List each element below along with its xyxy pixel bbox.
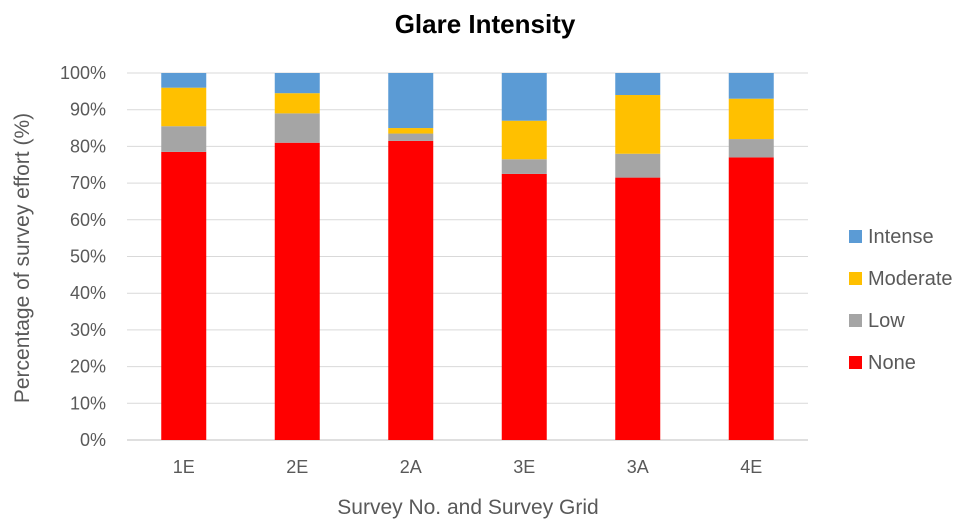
- x-axis-ticks: 1E 2E 2A 3E 3A 4E: [173, 457, 763, 477]
- bar-4e-intense: [728, 73, 774, 99]
- bar-1e-intense: [161, 73, 207, 88]
- y-tick-label: 80%: [70, 136, 106, 156]
- y-tick-label: 40%: [70, 283, 106, 303]
- bar-3e-low: [501, 159, 547, 174]
- bar-2e-moderate: [274, 93, 320, 114]
- bar-2a-intense: [388, 73, 434, 129]
- legend-swatch-intense: [849, 230, 862, 243]
- bar-2a-none: [388, 140, 434, 440]
- y-axis-ticks: 0% 10% 20% 30% 40% 50% 60% 70% 80% 90% 100%: [60, 63, 106, 450]
- gridlines: [127, 72, 808, 441]
- chart-title: Glare Intensity: [395, 9, 576, 39]
- y-tick-label: 50%: [70, 247, 106, 267]
- x-tick-label: 2A: [400, 457, 422, 477]
- bar-3e-moderate: [501, 120, 547, 160]
- bar-4e-none: [728, 157, 774, 440]
- bar-2e-none: [274, 142, 320, 441]
- y-tick-label: 0%: [80, 430, 106, 450]
- legend-swatch-moderate: [849, 272, 862, 285]
- bar-1e-none: [161, 151, 207, 440]
- legend: Intense Moderate Low None: [849, 226, 953, 374]
- bar-3a-intense: [615, 73, 661, 96]
- bar-3e-none: [501, 173, 547, 441]
- bars: [161, 73, 774, 441]
- x-tick-label: 3A: [627, 457, 649, 477]
- bar-2a-low: [388, 133, 434, 141]
- bar-2e-intense: [274, 73, 320, 94]
- legend-label-none: None: [868, 352, 916, 374]
- legend-swatch-low: [849, 314, 862, 327]
- x-axis-label: Survey No. and Survey Grid: [337, 496, 598, 519]
- bar-1e-moderate: [161, 87, 207, 127]
- y-tick-label: 100%: [60, 63, 106, 83]
- bar-3e-intense: [501, 73, 547, 121]
- bar-4e-moderate: [728, 98, 774, 140]
- legend-label-low: Low: [868, 310, 905, 332]
- bar-3a-moderate: [615, 95, 661, 154]
- bar-2e-low: [274, 113, 320, 143]
- y-tick-label: 30%: [70, 320, 106, 340]
- bar-4e-low: [728, 139, 774, 158]
- x-tick-label: 3E: [513, 457, 535, 477]
- legend-swatch-none: [849, 356, 862, 369]
- x-tick-label: 2E: [286, 457, 308, 477]
- x-tick-label: 4E: [740, 457, 762, 477]
- y-tick-label: 20%: [70, 357, 106, 377]
- legend-label-intense: Intense: [868, 226, 934, 248]
- y-tick-label: 10%: [70, 393, 106, 413]
- bar-1e-low: [161, 126, 207, 152]
- legend-label-moderate: Moderate: [868, 268, 953, 290]
- bar-3a-low: [615, 153, 661, 178]
- y-tick-label: 90%: [70, 100, 106, 120]
- y-tick-label: 70%: [70, 173, 106, 193]
- y-tick-label: 60%: [70, 210, 106, 230]
- bar-2a-moderate: [388, 128, 434, 134]
- bar-3a-none: [615, 177, 661, 440]
- x-tick-label: 1E: [173, 457, 195, 477]
- y-axis-label: Percentage of survey effort (%): [11, 113, 34, 403]
